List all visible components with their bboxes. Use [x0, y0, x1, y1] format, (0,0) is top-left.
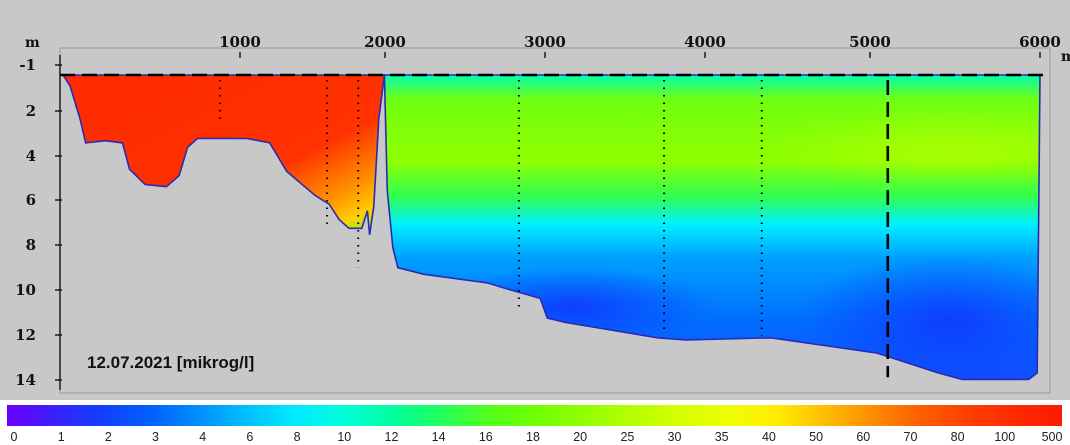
depth-profile	[61, 74, 1041, 381]
color-scale-bar	[7, 405, 1062, 426]
right-basin-outline	[383, 74, 1041, 381]
y-tick-label: 2	[26, 102, 36, 120]
color-scale-label: 50	[809, 430, 823, 444]
x-tick-label: 1000	[219, 33, 261, 51]
color-scale-label: 25	[620, 430, 634, 444]
x-tick-label: 6000	[1019, 33, 1061, 51]
x-tick-label: 3000	[524, 33, 566, 51]
color-scale-label: 80	[951, 430, 965, 444]
color-scale-label: 12	[385, 430, 399, 444]
x-tick-label: 2000	[364, 33, 406, 51]
chart-title: 12.07.2021 [mikrog/l]	[87, 353, 254, 372]
x-tick-label: 4000	[684, 33, 726, 51]
y-tick-label: 12	[15, 326, 36, 344]
color-scale-label: 30	[668, 430, 682, 444]
x-axis: 1000 2000 3000 4000 5000 6000	[219, 33, 1061, 58]
color-scale-label: 14	[432, 430, 446, 444]
y-tick-label: 10	[15, 281, 36, 299]
y-tick-label: 14	[15, 371, 36, 389]
color-scale-label: 18	[526, 430, 540, 444]
color-scale-label: 3	[152, 430, 159, 444]
color-scale-label: 35	[715, 430, 729, 444]
color-scale-label: 40	[762, 430, 776, 444]
color-scale-label: 0	[11, 430, 18, 444]
y-tick-label: 6	[26, 191, 36, 209]
color-scale-label: 4	[199, 430, 206, 444]
y-tick-label: 8	[26, 236, 36, 254]
sampling-verticals	[219, 80, 890, 378]
color-scale-label: 1	[58, 430, 65, 444]
color-scale-label: 70	[904, 430, 918, 444]
color-scale-label: 100	[994, 430, 1015, 444]
color-scale-label: 60	[856, 430, 870, 444]
concentration-zone	[765, 107, 1040, 188]
color-scale-label: 2	[105, 430, 112, 444]
color-scale-label: 16	[479, 430, 493, 444]
color-scale-label: 20	[573, 430, 587, 444]
color-scale-label: 500	[1042, 430, 1063, 444]
left-basin-area	[61, 74, 386, 236]
y-tick-label: 4	[26, 147, 36, 165]
x-axis-unit: m	[1061, 49, 1070, 65]
y-axis-unit: m	[25, 35, 40, 51]
x-tick-label: 5000	[849, 33, 891, 51]
y-axis: -1 2 4 6 8 10 12 14	[15, 55, 62, 390]
y-tick-label: -1	[19, 56, 36, 74]
color-scale-label: 8	[294, 430, 301, 444]
color-scale-label: 6	[246, 430, 253, 444]
color-scale-labels: 0 1 2 3 4 6 8 10 12 14 16 18 20 25 30 35 40 50 60 70 80 100 50…	[11, 430, 1063, 444]
color-scale-label: 10	[337, 430, 351, 444]
